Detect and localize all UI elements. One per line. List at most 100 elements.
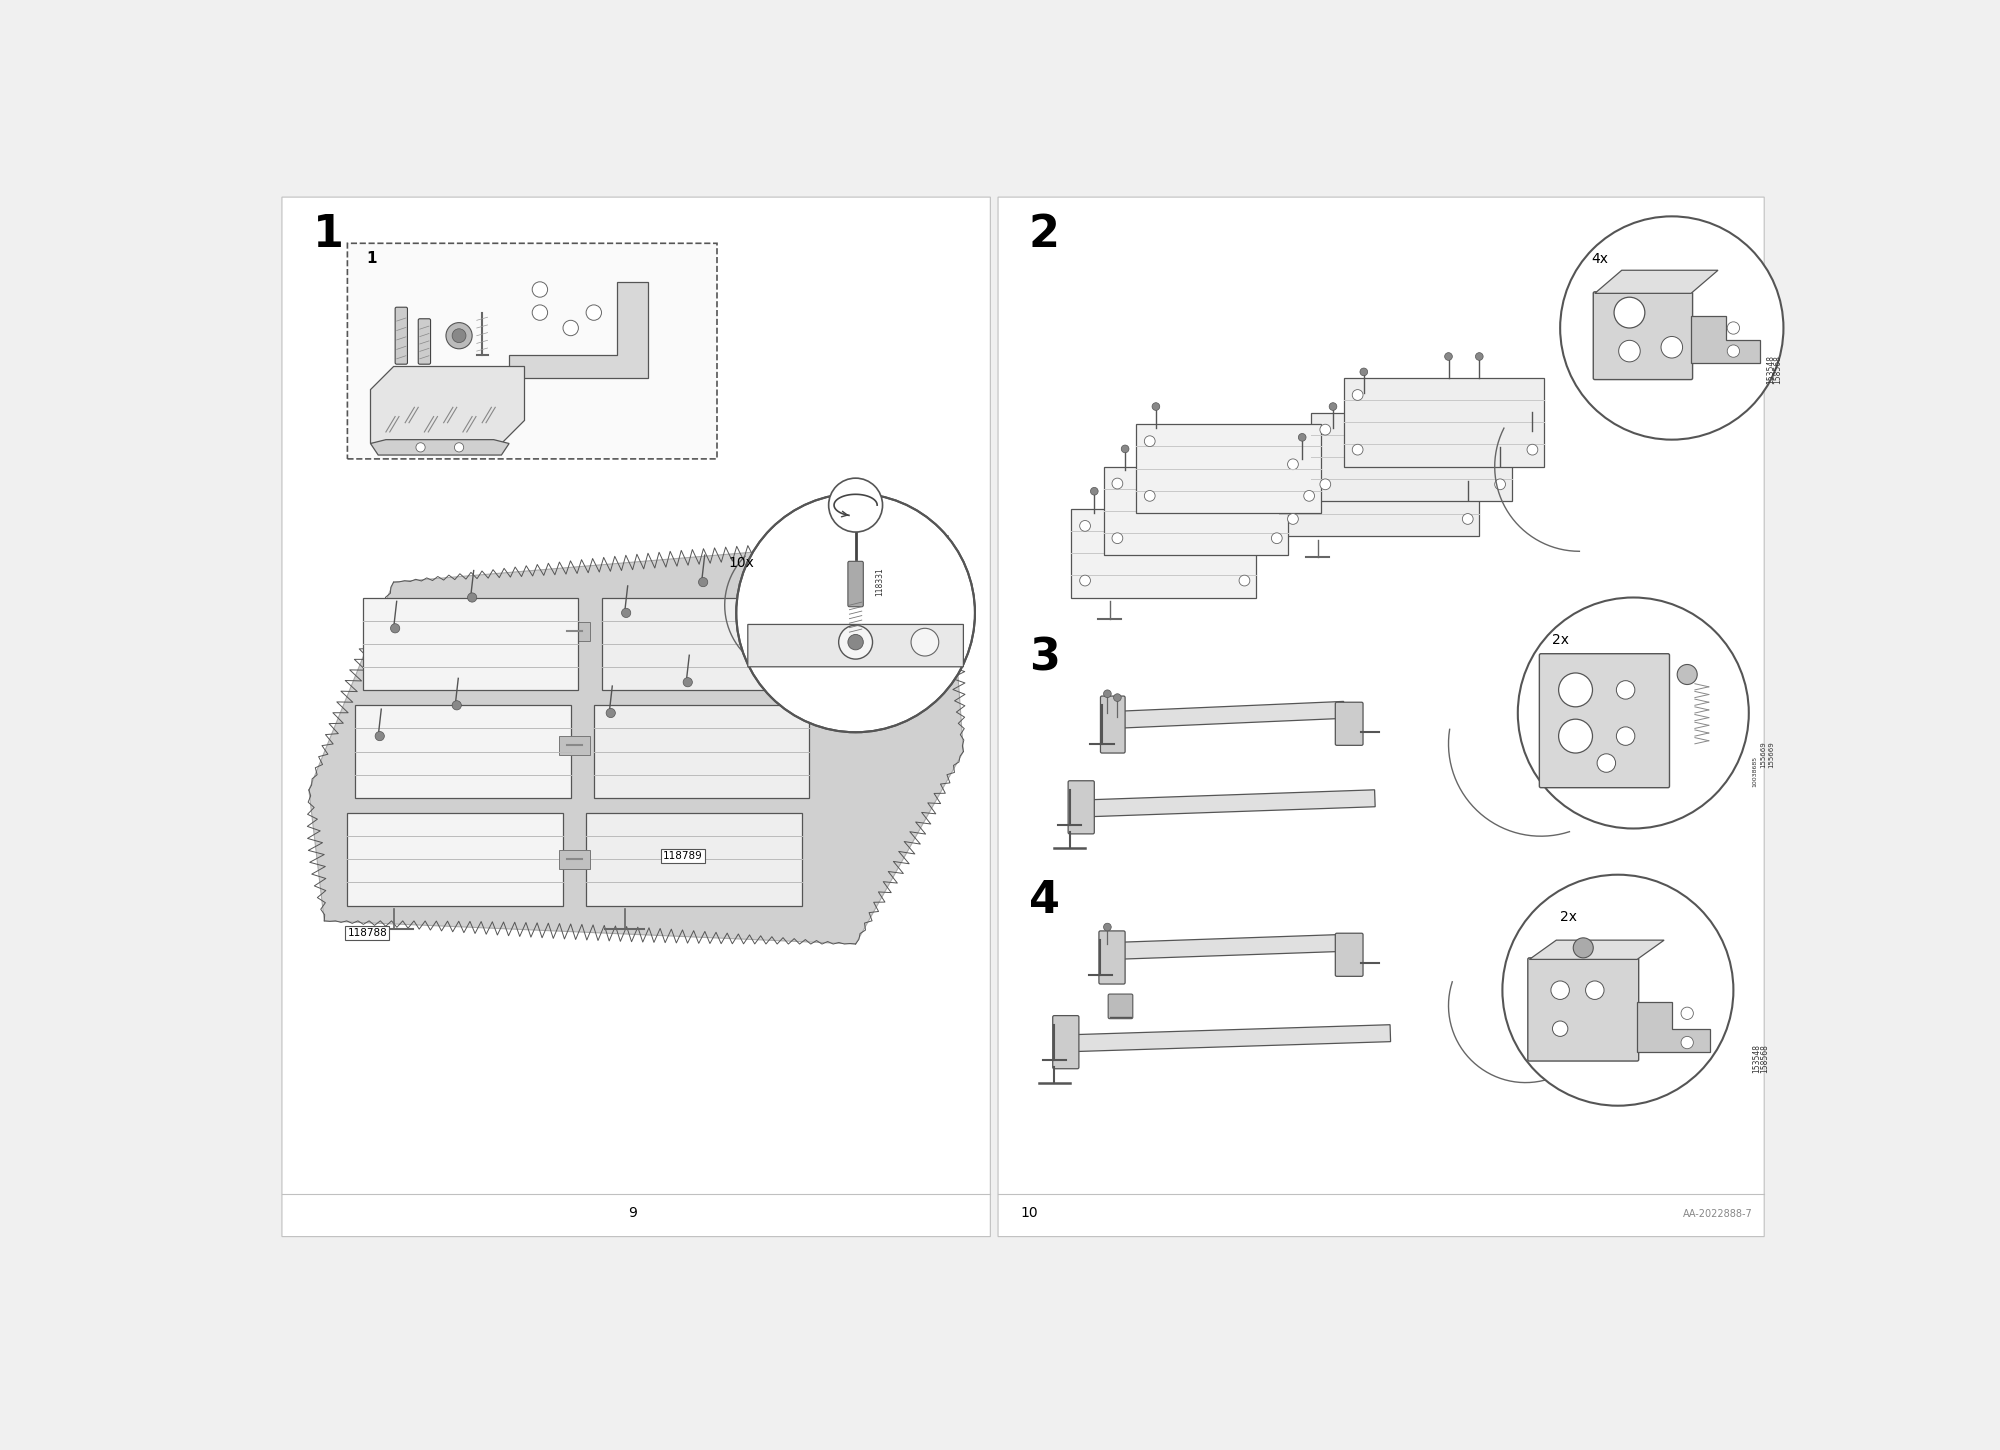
Polygon shape <box>1594 270 1718 293</box>
Circle shape <box>790 670 800 679</box>
FancyBboxPatch shape <box>848 561 864 606</box>
Circle shape <box>622 609 630 618</box>
Circle shape <box>1288 458 1298 470</box>
Circle shape <box>1152 403 1160 410</box>
Circle shape <box>564 320 578 336</box>
Circle shape <box>446 322 472 349</box>
FancyBboxPatch shape <box>1100 696 1126 753</box>
Circle shape <box>1528 444 1538 455</box>
Polygon shape <box>1104 467 1288 555</box>
FancyBboxPatch shape <box>1594 291 1692 380</box>
FancyBboxPatch shape <box>1336 934 1364 976</box>
Circle shape <box>1502 874 1734 1106</box>
Circle shape <box>1144 436 1156 447</box>
Circle shape <box>416 442 426 452</box>
Circle shape <box>1104 924 1112 931</box>
Circle shape <box>1558 673 1592 706</box>
Circle shape <box>1614 297 1644 328</box>
Circle shape <box>1080 576 1090 586</box>
Circle shape <box>1728 345 1740 357</box>
Polygon shape <box>370 367 524 444</box>
Polygon shape <box>308 536 964 944</box>
Polygon shape <box>1112 934 1344 960</box>
Text: 158568: 158568 <box>1760 1044 1770 1073</box>
Circle shape <box>1678 664 1698 684</box>
Circle shape <box>838 625 872 660</box>
Text: 4x: 4x <box>1590 251 1608 265</box>
Circle shape <box>390 624 400 632</box>
Text: 1: 1 <box>366 251 378 265</box>
Text: 10x: 10x <box>728 555 754 570</box>
Text: AA-2022888-7: AA-2022888-7 <box>1682 1209 1752 1219</box>
Circle shape <box>736 493 974 732</box>
Text: 153548: 153548 <box>1766 355 1774 384</box>
Circle shape <box>1618 341 1640 362</box>
Circle shape <box>1444 352 1452 361</box>
Text: 3: 3 <box>1028 637 1060 680</box>
Text: 118788: 118788 <box>348 928 388 938</box>
Polygon shape <box>560 622 590 641</box>
Circle shape <box>698 577 708 587</box>
Polygon shape <box>356 705 570 798</box>
Polygon shape <box>370 439 510 455</box>
Circle shape <box>1518 597 1748 828</box>
Circle shape <box>1360 368 1368 376</box>
FancyBboxPatch shape <box>282 197 990 1237</box>
FancyBboxPatch shape <box>998 197 1764 1237</box>
Text: 155669: 155669 <box>1760 741 1766 769</box>
Polygon shape <box>362 597 578 690</box>
Circle shape <box>1662 336 1682 358</box>
Circle shape <box>1352 390 1364 400</box>
Text: 4: 4 <box>1028 879 1060 922</box>
Polygon shape <box>510 281 648 378</box>
Circle shape <box>1080 521 1090 531</box>
Circle shape <box>376 731 384 741</box>
Circle shape <box>1682 1008 1694 1019</box>
Circle shape <box>1616 680 1634 699</box>
Circle shape <box>1320 425 1330 435</box>
Polygon shape <box>1082 790 1376 816</box>
Text: 158568: 158568 <box>1774 355 1782 384</box>
Circle shape <box>1476 352 1484 361</box>
Circle shape <box>1616 726 1634 745</box>
Polygon shape <box>560 850 590 869</box>
Circle shape <box>1586 982 1604 999</box>
Circle shape <box>1598 754 1616 773</box>
FancyBboxPatch shape <box>348 244 716 458</box>
Polygon shape <box>1344 378 1544 467</box>
Circle shape <box>1560 216 1784 439</box>
Circle shape <box>1272 532 1282 544</box>
Circle shape <box>828 478 882 532</box>
Text: 1: 1 <box>312 213 344 257</box>
Circle shape <box>452 700 462 710</box>
Circle shape <box>776 554 784 564</box>
Circle shape <box>1114 693 1122 702</box>
Polygon shape <box>594 705 810 798</box>
Circle shape <box>1728 322 1740 334</box>
Circle shape <box>468 593 476 602</box>
Circle shape <box>454 442 464 452</box>
Circle shape <box>1298 434 1306 441</box>
Circle shape <box>1144 490 1156 502</box>
Polygon shape <box>1280 448 1480 536</box>
FancyBboxPatch shape <box>1052 1015 1078 1069</box>
Circle shape <box>1122 445 1128 452</box>
Circle shape <box>1330 403 1336 410</box>
Circle shape <box>1552 1021 1568 1037</box>
Polygon shape <box>1136 425 1320 513</box>
Circle shape <box>1304 490 1314 502</box>
Polygon shape <box>1072 509 1256 597</box>
FancyBboxPatch shape <box>1068 780 1094 834</box>
Circle shape <box>1462 513 1474 525</box>
FancyBboxPatch shape <box>748 625 964 667</box>
Polygon shape <box>1692 316 1760 362</box>
Text: 155669: 155669 <box>1768 741 1774 769</box>
Polygon shape <box>1638 1002 1710 1051</box>
Circle shape <box>532 281 548 297</box>
FancyBboxPatch shape <box>1108 995 1132 1019</box>
Circle shape <box>606 709 616 718</box>
Polygon shape <box>1066 1025 1390 1051</box>
Text: 118789: 118789 <box>664 851 702 861</box>
Circle shape <box>532 304 548 320</box>
FancyBboxPatch shape <box>396 307 408 364</box>
